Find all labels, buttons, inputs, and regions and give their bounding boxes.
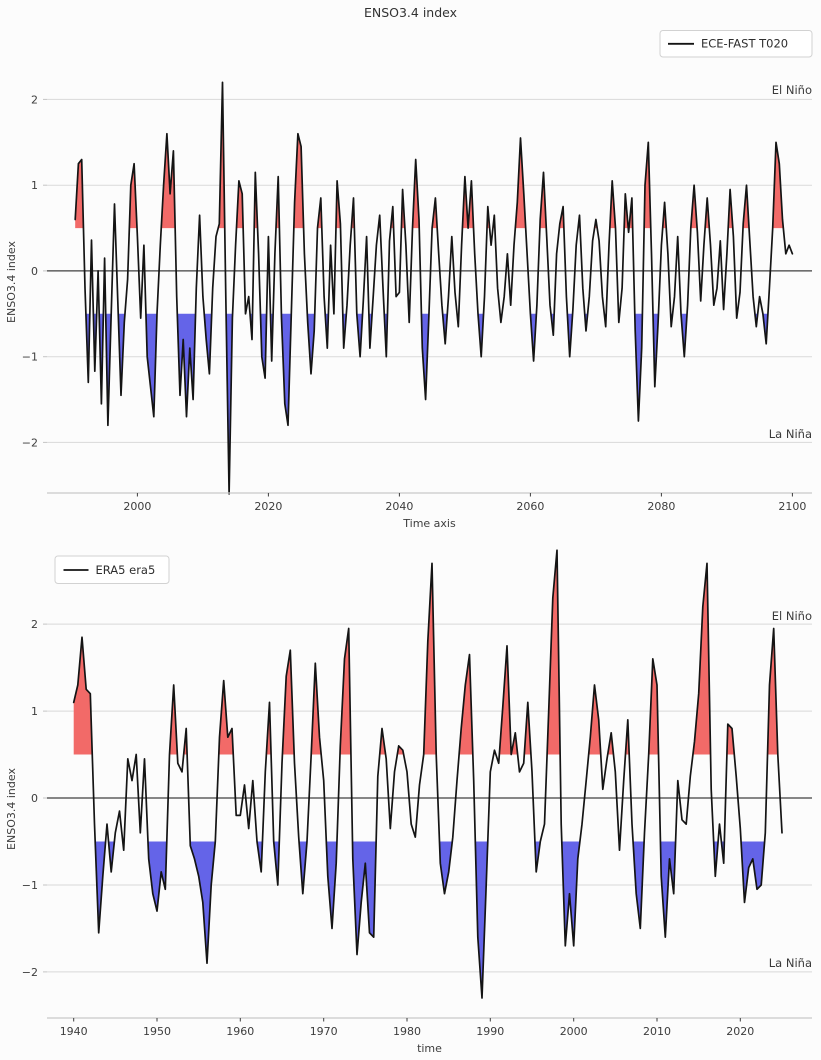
el-nino-label: El Niño bbox=[772, 83, 812, 97]
x-tick-label: 1980 bbox=[393, 1025, 421, 1038]
la-nina-fill bbox=[561, 841, 580, 946]
legend-label: ERA5 era5 bbox=[96, 563, 156, 577]
el-nino-fill bbox=[423, 563, 437, 755]
y-tick-label: 0 bbox=[31, 265, 38, 278]
y-tick-label: 0 bbox=[31, 792, 38, 805]
legend-label: ECE-FAST T020 bbox=[701, 37, 788, 51]
x-axis-label: Time axis bbox=[402, 517, 456, 530]
series-line-era5 bbox=[72, 549, 783, 999]
la-nina-fill bbox=[352, 841, 377, 955]
ece-fast-chart: ENSO3.4 index −2 −1 0 1 2 2000 2020 2040 2060 208… bbox=[5, 5, 813, 530]
x-tick-label: 2000 bbox=[560, 1025, 588, 1038]
el-nino-fill bbox=[129, 163, 137, 229]
y-tick-label: −1 bbox=[22, 351, 38, 364]
x-tick-label: 2000 bbox=[123, 500, 151, 513]
y-tick-label: −1 bbox=[22, 879, 38, 892]
el-nino-fill bbox=[412, 159, 420, 229]
x-tick-label: 1950 bbox=[143, 1025, 171, 1038]
el-nino-fill bbox=[767, 628, 778, 755]
el-nino-fill bbox=[588, 685, 601, 755]
x-tick-label: 2020 bbox=[726, 1025, 754, 1038]
x-tick-label: 1940 bbox=[60, 1025, 88, 1038]
y-axis-label: ENSO3.4 index bbox=[5, 241, 18, 323]
el-nino-fill bbox=[161, 133, 176, 229]
el-nino-label: El Niño bbox=[772, 609, 812, 623]
la-nina-fill bbox=[190, 841, 216, 964]
el-nino-fill bbox=[726, 724, 735, 755]
y-axis-label: ENSO3.4 index bbox=[5, 768, 18, 850]
x-tick-label: 2010 bbox=[643, 1025, 671, 1038]
series-line-ece-fast bbox=[74, 81, 794, 495]
x-tick-label: 1970 bbox=[310, 1025, 338, 1038]
y-tick-label: 1 bbox=[31, 705, 38, 718]
legend-frame bbox=[54, 555, 170, 584]
la-nina-fill bbox=[326, 841, 337, 929]
plot-area-top: −2 −1 0 1 2 2000 2020 2040 2060 2080 2100 bbox=[22, 81, 812, 513]
x-tick-label: 2060 bbox=[516, 500, 544, 513]
x-tick-label: 2040 bbox=[385, 500, 413, 513]
el-nino-fill bbox=[340, 628, 351, 755]
x-tick-label: 2080 bbox=[647, 500, 675, 513]
y-tick-label: 2 bbox=[31, 93, 38, 106]
la-nina-label: La Niña bbox=[769, 956, 812, 970]
legend-frame bbox=[659, 30, 813, 58]
el-nino-fill bbox=[692, 563, 711, 755]
el-nino-fill bbox=[499, 645, 512, 755]
el-nino-fill bbox=[539, 172, 547, 229]
la-nina-fill bbox=[177, 313, 196, 417]
la-nina-fill bbox=[475, 841, 488, 998]
la-nina-fill bbox=[633, 841, 645, 929]
el-nino-fill bbox=[73, 637, 93, 755]
la-nina-label: La Niña bbox=[769, 427, 812, 441]
x-tick-label: 1990 bbox=[476, 1025, 504, 1038]
legend: ERA5 era5 bbox=[54, 555, 170, 584]
y-tick-label: −2 bbox=[22, 966, 38, 979]
la-nina-fill bbox=[307, 313, 315, 374]
el-nino-fill bbox=[547, 550, 561, 755]
y-tick-label: 2 bbox=[31, 618, 38, 631]
chart-title: ENSO3.4 index bbox=[364, 5, 457, 20]
el-nino-fill bbox=[459, 654, 473, 755]
x-tick-label: 2100 bbox=[778, 500, 806, 513]
legend: ECE-FAST T020 bbox=[659, 30, 813, 58]
la-nina-fill bbox=[147, 841, 167, 912]
x-tick-label: 1960 bbox=[226, 1025, 254, 1038]
x-axis-label: time bbox=[417, 1042, 442, 1055]
la-nina-fill bbox=[634, 313, 643, 421]
el-nino-fill bbox=[644, 142, 651, 229]
y-tick-label: 1 bbox=[31, 179, 38, 192]
era5-chart: −2 −1 0 1 2 1940 1950 1960 1970 1980 1990 2000 2010 2… bbox=[5, 549, 812, 1055]
la-nina-fill bbox=[439, 841, 453, 894]
plot-area-bottom: −2 −1 0 1 2 1940 1950 1960 1970 1980 1990 2000 2010 2… bbox=[22, 549, 812, 1038]
y-tick-label: −2 bbox=[22, 436, 38, 449]
la-nina-fill bbox=[421, 313, 429, 400]
x-tick-label: 2020 bbox=[254, 500, 282, 513]
la-nina-fill bbox=[299, 841, 307, 894]
el-nino-fill bbox=[169, 685, 178, 755]
